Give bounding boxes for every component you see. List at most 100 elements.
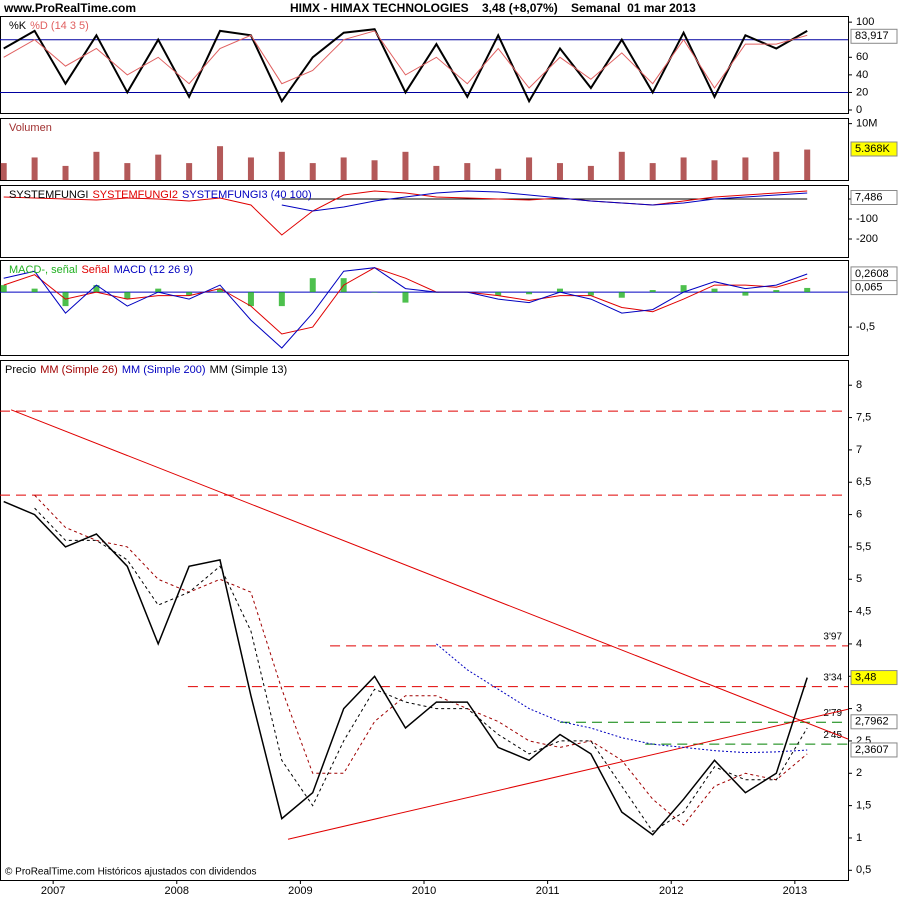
bar (247, 157, 254, 180)
bar (217, 288, 224, 293)
last-value-label: 2,3607 (855, 744, 889, 756)
reference-label: 3'97 (823, 632, 842, 643)
series-line (3, 190, 808, 236)
series-line (436, 643, 808, 754)
legend-entry: MACD-, señal (9, 264, 77, 276)
x-tick-label: 2013 (783, 885, 807, 897)
last-value-box (850, 280, 898, 296)
chart-header: HIMX - HIMAX TECHNOLOGIES 3,48 (+8,07%) … (290, 1, 696, 15)
last-value-box (850, 742, 898, 758)
bar (618, 292, 625, 298)
bar (464, 163, 471, 180)
bar (804, 149, 811, 180)
bar (680, 157, 687, 180)
trend-line (287, 708, 848, 840)
panel (0, 360, 849, 881)
bar (773, 151, 780, 180)
legend-entry: SYSTEMFUNGI (9, 189, 88, 201)
bar (680, 285, 687, 293)
last-value-label: 83,917 (855, 30, 889, 42)
bar (711, 160, 718, 180)
legend-entry: %K (9, 20, 27, 32)
bar (495, 292, 502, 296)
y-tick-label: 3 (856, 703, 862, 715)
y-tick-label: 4,5 (856, 605, 871, 617)
bar (278, 292, 285, 307)
y-tick-label: 7 (856, 444, 862, 456)
panel (0, 16, 849, 114)
reference-label: 2'79 (823, 708, 842, 719)
series-line (3, 267, 808, 349)
bar (433, 165, 440, 180)
legend: Precio MM (Simple 26) MM (Simple 200) MM (S… (5, 364, 287, 376)
y-tick-label: 2 (856, 767, 862, 779)
x-tick-label: 2008 (165, 885, 189, 897)
y-tick-label: -100 (856, 213, 878, 225)
bar (711, 288, 718, 293)
bar (526, 157, 533, 180)
last-value-box (850, 141, 898, 157)
y-tick-label: 6,5 (856, 476, 871, 488)
y-tick-label: 20 (856, 86, 868, 98)
bar (371, 160, 378, 180)
series-line (34, 507, 808, 833)
last-value-box (850, 714, 898, 730)
x-tick-label: 2010 (412, 885, 436, 897)
legend-entry: Volumen (9, 122, 52, 134)
bar (804, 287, 811, 293)
bar (93, 285, 100, 293)
bar (0, 163, 7, 180)
last-value-box (850, 190, 898, 206)
plot-area (0, 267, 848, 349)
bar (618, 151, 625, 180)
bar (309, 278, 316, 293)
y-tick-label: 10M (856, 118, 877, 130)
footer: © ProRealTime.com Históricos ajustados c… (5, 867, 257, 878)
y-tick-label: 6 (856, 508, 862, 520)
y-tick-label: 0,5 (856, 864, 871, 876)
legend: %K %D (14 3 5) (9, 20, 89, 32)
legend-entry: MM (Simple 13) (210, 364, 288, 376)
bar (31, 288, 38, 293)
y-tick-label: 7,5 (856, 411, 871, 423)
x-tick-label: 2009 (288, 885, 312, 897)
plot-area: 3'97 3'34 2'79 2'45 (0, 409, 848, 840)
bar (247, 292, 254, 307)
bar (556, 288, 563, 293)
plot-area (0, 146, 811, 180)
bar (124, 163, 131, 180)
legend: SYSTEMFUNGI SYSTEMFUNGI2 SYSTEMFUNGI3 (40 … (9, 189, 312, 201)
plot-area (0, 28, 848, 104)
bar (155, 288, 162, 293)
legend-entry: MM (Simple 200) (122, 364, 206, 376)
x-tick-label: 2011 (536, 885, 560, 897)
last-value-label: 5.368K (855, 143, 891, 155)
site-name: www.ProRealTime.com (3, 1, 136, 15)
legend: Volumen (9, 122, 52, 134)
series-line (34, 494, 808, 826)
reference-label: 2'45 (823, 730, 842, 741)
bar (93, 151, 100, 180)
panel (0, 260, 849, 356)
bar (402, 292, 409, 303)
bar (526, 292, 533, 295)
series-line (281, 190, 808, 212)
legend-entry: Señal (81, 264, 109, 276)
y-tick-label: 1,5 (856, 800, 871, 812)
bar (186, 292, 193, 296)
last-value-box (850, 28, 898, 44)
series-line (3, 30, 808, 89)
legend-entry: MM (Simple 26) (40, 364, 118, 376)
bar (124, 292, 131, 300)
bar (340, 157, 347, 180)
bar (186, 163, 193, 180)
bar (0, 285, 7, 293)
last-value-label: 2,7962 (855, 716, 889, 728)
y-tick-label: 5 (856, 573, 862, 585)
bar (649, 290, 656, 293)
bar (556, 163, 563, 180)
series-line (3, 500, 808, 836)
reference-label: 3'34 (823, 672, 842, 683)
